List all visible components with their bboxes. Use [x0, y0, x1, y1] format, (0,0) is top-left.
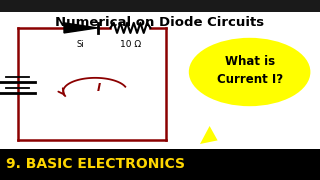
Bar [0, 148, 320, 180]
Text: 9. BASIC ELECTRONICS: 9. BASIC ELECTRONICS [6, 157, 185, 171]
Text: Si: Si [77, 40, 84, 49]
Text: What is
Current I?: What is Current I? [217, 55, 283, 86]
Bar [0, 0, 320, 12]
Text: I: I [96, 83, 100, 93]
Polygon shape [200, 126, 218, 144]
Polygon shape [64, 23, 98, 33]
Text: Numerical on Diode Circuits: Numerical on Diode Circuits [55, 16, 265, 29]
Text: 10 Ω: 10 Ω [120, 40, 141, 49]
Ellipse shape [189, 38, 310, 106]
